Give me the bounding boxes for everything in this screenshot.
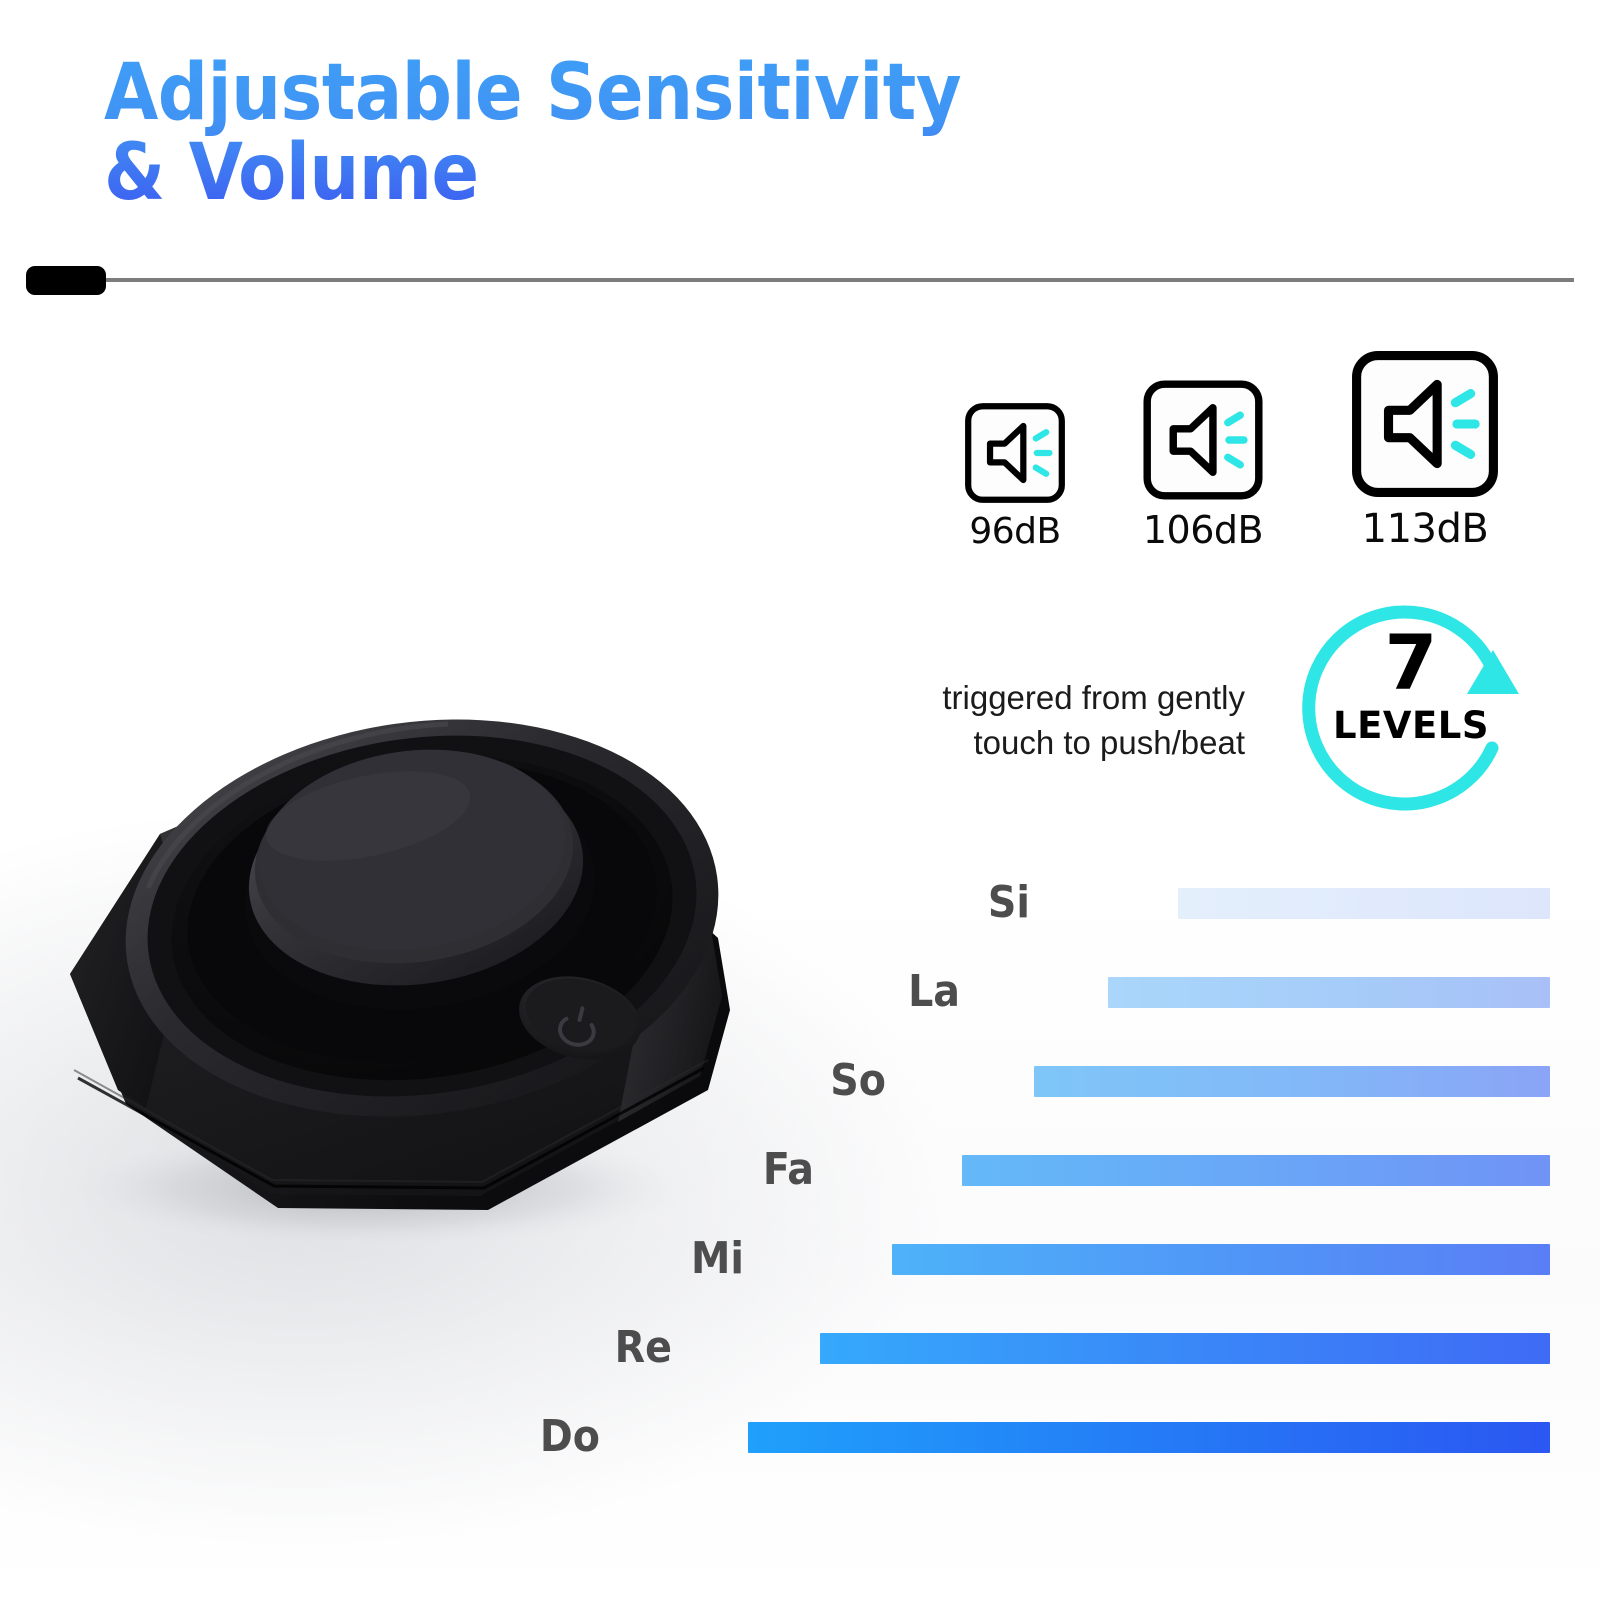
bar-so <box>1034 1066 1550 1097</box>
bar-mi <box>892 1244 1550 1275</box>
table-row: Fa <box>430 1147 1570 1193</box>
volume-level-group: 96dB 106dB <box>940 312 1560 552</box>
table-row: So <box>430 1058 1570 1104</box>
table-row: La <box>430 969 1570 1015</box>
bar-label-la: La <box>908 966 960 1017</box>
table-row: Si <box>430 880 1570 926</box>
bar-si <box>1178 888 1550 919</box>
bar-fa <box>962 1155 1550 1186</box>
bar-label-si: Si <box>987 877 1030 928</box>
volume-level-113db[interactable]: 113dB <box>1320 348 1530 552</box>
divider-line <box>104 278 1574 282</box>
table-row: Do <box>430 1414 1570 1460</box>
bar-do <box>748 1422 1550 1453</box>
sensitivity-bar-chart: Si La So Fa Mi Re Do <box>430 880 1570 1560</box>
bar-label-fa: Fa <box>762 1144 814 1195</box>
bar-label-so: So <box>830 1055 886 1106</box>
table-row: Mi <box>430 1236 1570 1282</box>
divider-handle <box>26 266 106 295</box>
bar-label-re: Re <box>614 1322 672 1373</box>
product-image <box>18 418 818 1248</box>
sensitivity-description: triggered from gently touch to push/beat <box>942 679 1245 761</box>
section-divider <box>26 262 1574 298</box>
volume-level-106db[interactable]: 106dB <box>1118 378 1288 552</box>
speaker-icon <box>963 401 1067 505</box>
bar-re <box>820 1333 1550 1364</box>
volume-level-label: 106dB <box>1142 508 1264 552</box>
volume-level-label: 96dB <box>969 511 1061 552</box>
speaker-icon <box>1141 378 1265 502</box>
volume-level-label: 113dB <box>1361 506 1489 552</box>
volume-level-96db[interactable]: 96dB <box>940 401 1090 552</box>
bar-label-mi: Mi <box>691 1233 744 1284</box>
page-title: Adjustable Sensitivity & Volume <box>104 53 1204 213</box>
speaker-icon <box>1349 348 1501 500</box>
table-row: Re <box>430 1325 1570 1371</box>
bar-la <box>1108 977 1550 1008</box>
seven-levels-badge: 7 LEVELS <box>1286 590 1536 840</box>
bar-label-do: Do <box>539 1411 600 1462</box>
circular-arrow-icon <box>1302 605 1519 811</box>
